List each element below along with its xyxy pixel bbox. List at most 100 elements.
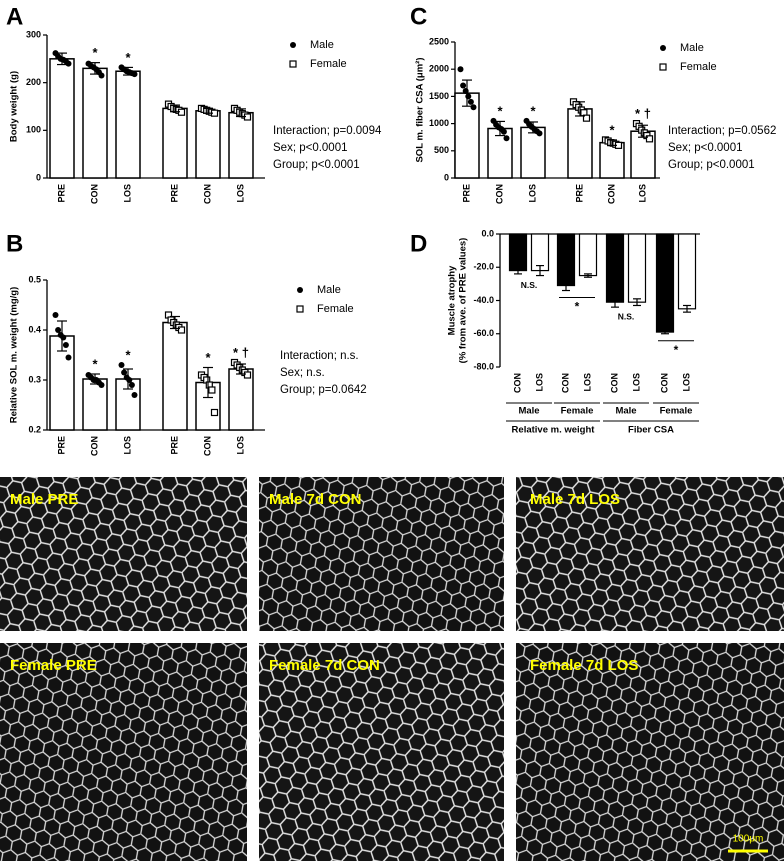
legend-marker xyxy=(297,287,303,293)
x-tick-label: CON xyxy=(609,373,619,393)
x-tick-label: CON xyxy=(89,436,99,456)
y-tick-label: 0.3 xyxy=(28,374,41,384)
x-tick-label: CON xyxy=(659,373,669,393)
bar xyxy=(605,233,625,303)
data-point xyxy=(65,60,72,67)
data-point xyxy=(62,342,69,348)
significance-label: * † xyxy=(233,345,249,360)
legend-marker xyxy=(660,45,666,51)
micrograph xyxy=(516,477,784,631)
bar xyxy=(82,67,108,179)
significance-label: * xyxy=(497,103,503,118)
x-tick-label: PRE xyxy=(461,184,471,203)
x-tick-label: PRE xyxy=(574,184,584,203)
x-tick-label: LOS xyxy=(527,184,537,203)
data-point xyxy=(462,87,469,94)
stats-text: Group; p<0.0001 xyxy=(668,159,755,171)
comparison-label: N.S. xyxy=(521,280,538,290)
significance-label: * xyxy=(205,350,211,365)
x-tick-label: PRE xyxy=(169,436,179,455)
legend-marker xyxy=(659,63,667,71)
y-axis-label: (% from ave. of PRE values) xyxy=(458,238,469,364)
legend-label: Male xyxy=(680,42,704,54)
stats-text: Interaction; p=0.0094 xyxy=(273,125,382,137)
stats-text: Interaction; n.s. xyxy=(280,350,359,362)
group-label: Female xyxy=(561,406,594,417)
data-point xyxy=(60,334,67,341)
panel-letter: B xyxy=(6,230,23,257)
group-label: Male xyxy=(615,406,636,417)
x-tick-label: CON xyxy=(89,184,99,204)
data-point xyxy=(52,312,59,318)
y-axis-label: SOL m. fiber CSA (μm²) xyxy=(415,57,426,162)
significance-label: * † xyxy=(635,106,651,121)
supergroup-label: Relative m. weight xyxy=(512,425,596,436)
y-tick-label: -20.0 xyxy=(473,262,494,272)
y-tick-label: -40.0 xyxy=(473,295,494,305)
image-label: Female PRE xyxy=(10,657,97,674)
y-tick-label: -60.0 xyxy=(473,328,494,338)
significance-label: * xyxy=(530,103,536,118)
data-point xyxy=(131,71,138,78)
bar xyxy=(508,233,528,272)
y-tick-label: 2000 xyxy=(429,64,449,74)
image-label: Male 7d CON xyxy=(269,491,362,508)
group-label: Female xyxy=(660,406,693,417)
image-label: Female 7d CON xyxy=(269,657,380,674)
y-tick-label: 0 xyxy=(444,172,449,182)
y-tick-label: 100 xyxy=(26,125,41,135)
stats-text: Sex; p<0.0001 xyxy=(668,142,743,154)
bar xyxy=(556,233,576,287)
image-label: Female 7d LOS xyxy=(530,657,638,674)
supergroup-label: Fiber CSA xyxy=(628,425,674,436)
image-label: Male PRE xyxy=(10,491,78,508)
data-point xyxy=(460,82,467,89)
data-point xyxy=(131,392,138,398)
data-point xyxy=(210,408,219,417)
stats-text: Sex; n.s. xyxy=(280,367,325,379)
bar xyxy=(162,107,188,179)
x-tick-label: PRE xyxy=(56,436,66,455)
significance-label: * xyxy=(92,45,98,60)
significance-label: * xyxy=(125,50,131,65)
legend-marker xyxy=(289,60,297,68)
data-point xyxy=(467,98,474,105)
data-point xyxy=(208,386,216,394)
comparison-label: * xyxy=(674,343,679,357)
x-tick-label: PRE xyxy=(169,184,179,203)
micrograph xyxy=(259,477,504,631)
group-label: Male xyxy=(518,406,539,417)
data-point xyxy=(121,369,128,376)
data-point xyxy=(645,135,654,143)
x-tick-label: LOS xyxy=(235,184,245,203)
x-tick-label: LOS xyxy=(122,436,132,455)
data-point xyxy=(98,72,105,79)
panel-letter: C xyxy=(410,3,427,30)
comparison-label: N.S. xyxy=(618,311,635,321)
stats-text: Group; p=0.0642 xyxy=(280,384,367,396)
y-tick-label: 2500 xyxy=(429,36,449,46)
scale-bar-label: 100μm xyxy=(733,834,764,845)
x-tick-label: CON xyxy=(202,436,212,456)
micrographs: Male PRE Male 7d CON Male 7d LOS Female … xyxy=(0,477,784,861)
x-tick-label: CON xyxy=(494,184,504,204)
x-tick-label: LOS xyxy=(122,184,132,203)
x-tick-label: PRE xyxy=(56,184,66,203)
significance-label: * xyxy=(125,347,131,362)
data-point xyxy=(500,128,507,135)
bar xyxy=(228,111,254,179)
x-tick-label: LOS xyxy=(534,373,544,392)
legend-label: Female xyxy=(317,303,354,315)
legend-label: Male xyxy=(310,39,334,51)
panel-letter: D xyxy=(410,230,427,257)
data-point xyxy=(582,114,591,122)
stats-text: Sex; p<0.0001 xyxy=(273,142,348,154)
y-tick-label: 1000 xyxy=(429,118,449,128)
bar xyxy=(599,141,625,179)
data-point xyxy=(177,326,186,334)
data-point xyxy=(128,382,135,388)
bar xyxy=(627,233,647,303)
x-tick-label: LOS xyxy=(582,373,592,392)
